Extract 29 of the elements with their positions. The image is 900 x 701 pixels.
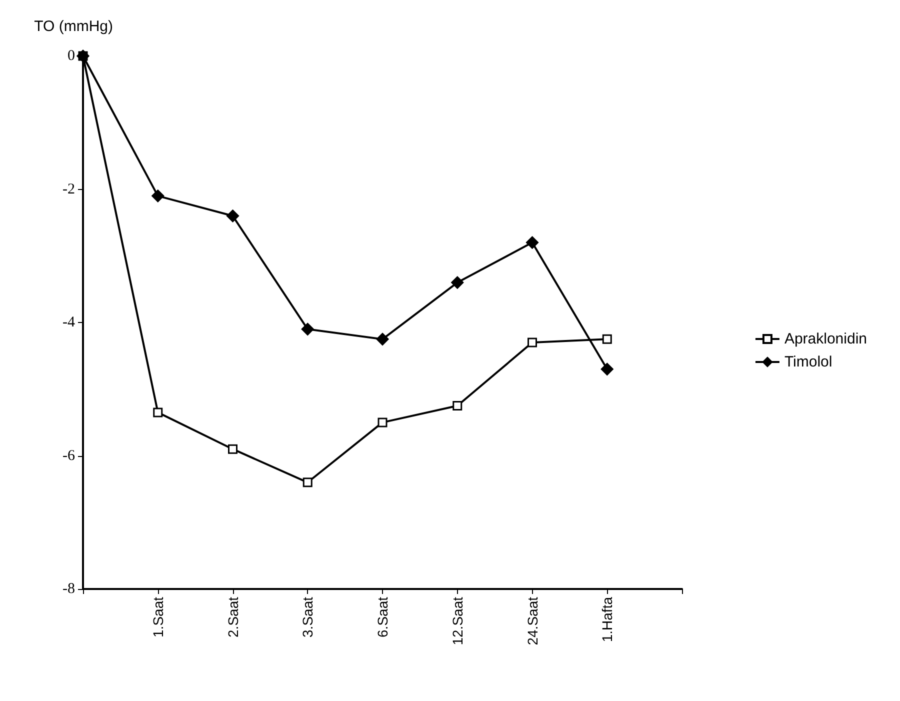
y-tick-label: -8 <box>62 581 75 597</box>
y-tick-label: -2 <box>62 181 75 198</box>
x-tick-label: 2.Saat <box>224 596 241 638</box>
x-tick-label: 6.Saat <box>374 596 390 638</box>
legend-label: Apraklonidin <box>784 330 868 348</box>
point <box>602 334 612 344</box>
point <box>376 332 389 346</box>
point <box>378 418 388 428</box>
point <box>526 236 538 249</box>
point <box>153 408 163 418</box>
x-tick-label: 3.Saat <box>300 596 316 638</box>
y-tick-label: -4 <box>62 314 76 330</box>
point <box>528 338 537 348</box>
legend-label: Timolol <box>784 354 832 370</box>
y-axis-title: TO (mmHg) <box>34 18 113 35</box>
x-tick-label: 1.Saat <box>150 596 166 638</box>
point <box>301 322 314 336</box>
y-tick-label: 0 <box>68 48 75 64</box>
point <box>228 444 238 454</box>
point <box>226 210 239 222</box>
point <box>152 190 164 202</box>
x-tick-label: 12.Saat <box>449 596 466 646</box>
point <box>302 478 312 488</box>
point <box>600 362 614 376</box>
point <box>451 276 464 289</box>
x-tick-label: 24.Saat <box>524 596 540 646</box>
y-tick-label: -6 <box>62 448 76 464</box>
x-tick-label: 1.Hafta <box>599 596 616 642</box>
point <box>452 401 462 411</box>
